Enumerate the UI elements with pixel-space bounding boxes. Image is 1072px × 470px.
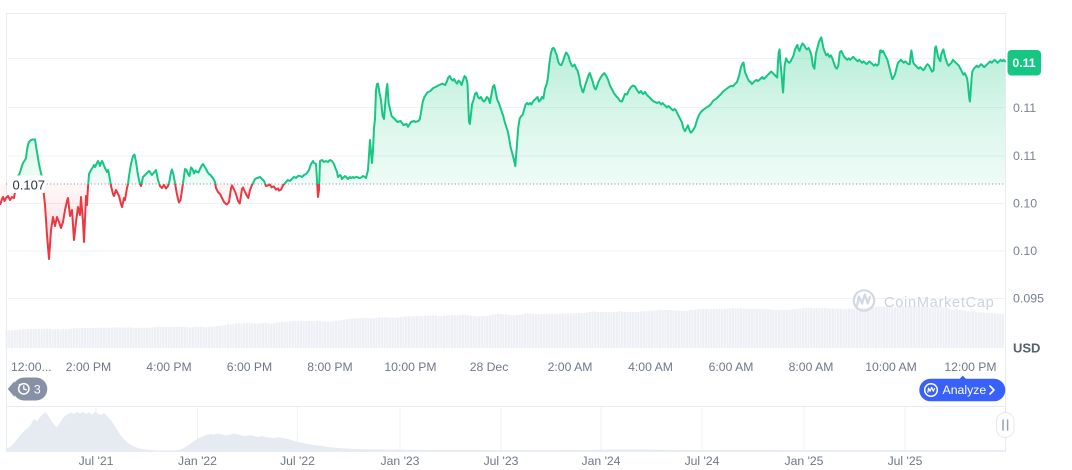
svg-text:Jul '24: Jul '24 bbox=[685, 454, 720, 468]
svg-text:0.11: 0.11 bbox=[1013, 101, 1036, 115]
svg-text:2:00 AM: 2:00 AM bbox=[548, 360, 593, 374]
svg-text:0.10: 0.10 bbox=[1013, 197, 1037, 211]
svg-text:USD: USD bbox=[1013, 341, 1040, 356]
svg-text:28 Dec: 28 Dec bbox=[470, 360, 509, 374]
svg-text:Jul '25: Jul '25 bbox=[888, 454, 923, 468]
svg-text:6:00 PM: 6:00 PM bbox=[227, 360, 272, 374]
svg-text:0.107: 0.107 bbox=[13, 178, 46, 193]
svg-text:Jan '22: Jan '22 bbox=[178, 454, 217, 468]
svg-text:CoinMarketCap: CoinMarketCap bbox=[884, 295, 995, 311]
svg-text:10:00 AM: 10:00 AM bbox=[865, 360, 917, 374]
svg-text:6:00 AM: 6:00 AM bbox=[709, 360, 754, 374]
svg-text:12:00...: 12:00... bbox=[11, 360, 52, 374]
svg-text:10:00 PM: 10:00 PM bbox=[384, 360, 436, 374]
svg-text:Jul '21: Jul '21 bbox=[79, 454, 114, 468]
svg-text:Jan '23: Jan '23 bbox=[381, 454, 420, 468]
svg-text:Jan '24: Jan '24 bbox=[582, 454, 621, 468]
svg-text:Jul '22: Jul '22 bbox=[280, 454, 315, 468]
svg-text:0.10: 0.10 bbox=[1013, 244, 1037, 258]
svg-text:0.095: 0.095 bbox=[1013, 292, 1044, 306]
svg-text:Analyze: Analyze bbox=[943, 383, 987, 397]
svg-text:4:00 PM: 4:00 PM bbox=[146, 360, 191, 374]
svg-text:Jan '25: Jan '25 bbox=[785, 454, 824, 468]
svg-text:0.11: 0.11 bbox=[1013, 149, 1036, 163]
svg-text:0.11: 0.11 bbox=[1012, 56, 1035, 70]
svg-text:8:00 PM: 8:00 PM bbox=[307, 360, 352, 374]
svg-text:4:00 AM: 4:00 AM bbox=[628, 360, 673, 374]
svg-text:2:00 PM: 2:00 PM bbox=[66, 360, 111, 374]
svg-text:8:00 AM: 8:00 AM bbox=[789, 360, 834, 374]
svg-text:Jul '23: Jul '23 bbox=[484, 454, 519, 468]
svg-text:12:00 PM: 12:00 PM bbox=[944, 360, 996, 374]
svg-text:3: 3 bbox=[34, 382, 41, 396]
